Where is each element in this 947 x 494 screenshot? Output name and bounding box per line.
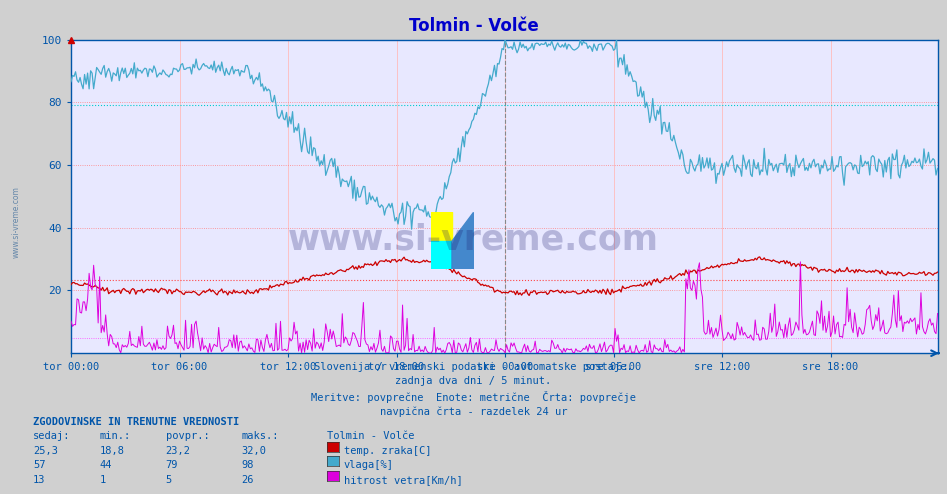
Text: 18,8: 18,8 [99, 446, 124, 455]
Text: 32,0: 32,0 [241, 446, 266, 455]
Text: vlaga[%]: vlaga[%] [344, 460, 394, 470]
Text: ZGODOVINSKE IN TRENUTNE VREDNOSTI: ZGODOVINSKE IN TRENUTNE VREDNOSTI [33, 417, 240, 427]
Text: Meritve: povprečne  Enote: metrične  Črta: povprečje: Meritve: povprečne Enote: metrične Črta:… [311, 391, 636, 403]
Text: Tolmin - Volče: Tolmin - Volče [327, 431, 414, 441]
Text: 79: 79 [166, 460, 178, 470]
Text: Tolmin - Volče: Tolmin - Volče [408, 17, 539, 35]
Text: navpična črta - razdelek 24 ur: navpična črta - razdelek 24 ur [380, 406, 567, 416]
Bar [453, 241, 474, 269]
Text: www.si-vreme.com: www.si-vreme.com [288, 223, 659, 256]
Text: povpr.:: povpr.: [166, 431, 209, 441]
Text: 57: 57 [33, 460, 45, 470]
Text: 25,3: 25,3 [33, 446, 58, 455]
Text: Slovenija / vremenski podatki - avtomatske postaje.: Slovenija / vremenski podatki - avtomats… [314, 362, 633, 371]
Text: 5: 5 [166, 475, 172, 485]
Text: 26: 26 [241, 475, 254, 485]
Text: sedaj:: sedaj: [33, 431, 71, 441]
Text: maks.:: maks.: [241, 431, 279, 441]
Text: min.:: min.: [99, 431, 131, 441]
Bar [431, 241, 453, 269]
Text: hitrost vetra[Km/h]: hitrost vetra[Km/h] [344, 475, 462, 485]
Text: temp. zraka[C]: temp. zraka[C] [344, 446, 431, 455]
Text: 1: 1 [99, 475, 106, 485]
Text: 23,2: 23,2 [166, 446, 190, 455]
Text: zadnja dva dni / 5 minut.: zadnja dva dni / 5 minut. [396, 376, 551, 386]
Text: 44: 44 [99, 460, 112, 470]
Polygon shape [453, 212, 474, 269]
Text: 13: 13 [33, 475, 45, 485]
Bar [431, 212, 453, 241]
Text: 98: 98 [241, 460, 254, 470]
Text: www.si-vreme.com: www.si-vreme.com [11, 186, 21, 258]
